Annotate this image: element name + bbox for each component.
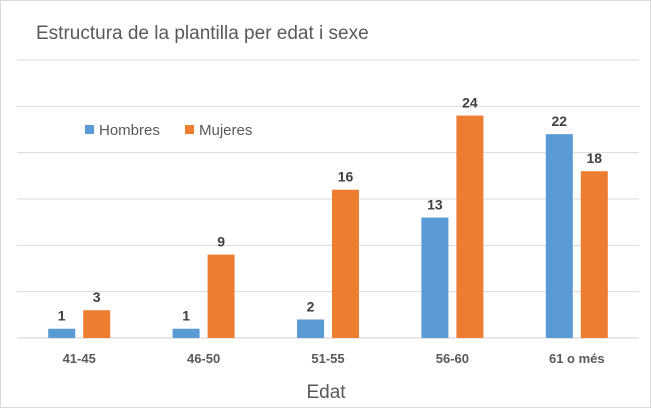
x-tick-label: 41-45 bbox=[63, 351, 96, 366]
bar-hombres bbox=[545, 134, 573, 338]
legend-label: Hombres bbox=[99, 122, 160, 139]
bar-hombres bbox=[172, 328, 200, 338]
x-tick-label: 56-60 bbox=[436, 351, 469, 366]
bar-mujeres bbox=[83, 310, 111, 338]
data-label: 1 bbox=[58, 308, 66, 324]
legend-swatch-mujeres bbox=[185, 125, 194, 134]
data-label: 2 bbox=[307, 298, 315, 314]
data-label: 16 bbox=[338, 169, 354, 185]
bar-mujeres bbox=[456, 115, 484, 338]
legend-label: Mujeres bbox=[199, 122, 252, 139]
data-label: 24 bbox=[462, 95, 478, 111]
x-tick-label: 51-55 bbox=[311, 351, 344, 366]
bar-hombres bbox=[421, 217, 449, 338]
data-label: 18 bbox=[587, 150, 603, 166]
x-tick-label: 46-50 bbox=[187, 351, 220, 366]
x-axis-label: Edat bbox=[306, 382, 346, 403]
bar-mujeres bbox=[332, 189, 359, 338]
data-label: 22 bbox=[552, 113, 568, 129]
bar-mujeres bbox=[580, 171, 608, 338]
data-label: 13 bbox=[427, 197, 443, 213]
bar-hombres bbox=[48, 328, 76, 338]
data-label: 9 bbox=[217, 234, 225, 250]
legend-swatch-hombres bbox=[85, 125, 94, 134]
data-label: 3 bbox=[93, 289, 101, 305]
bar-hombres bbox=[297, 319, 324, 338]
bar-mujeres bbox=[207, 254, 235, 338]
chart-title: Estructura de la plantilla per edat i se… bbox=[36, 23, 369, 44]
data-label: 1 bbox=[182, 308, 190, 324]
x-tick-label: 61 o més bbox=[549, 351, 605, 366]
